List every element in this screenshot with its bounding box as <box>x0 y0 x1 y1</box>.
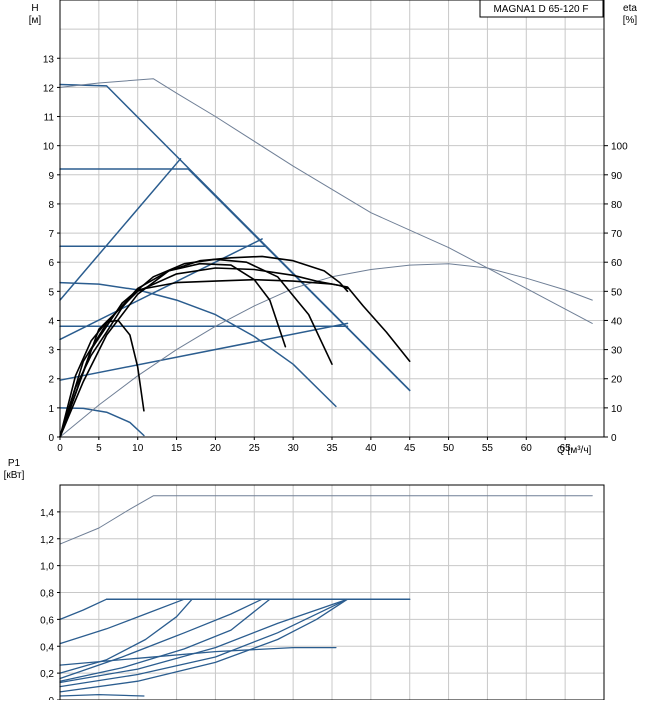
y-tick-label-head: 10 <box>43 142 55 153</box>
power-curve-series-9 <box>59 598 349 688</box>
y-tick-label-eta: 30 <box>611 346 623 357</box>
top-plot-frame <box>59 0 605 438</box>
head-curve-series-9 <box>59 407 145 437</box>
top-chart-grid <box>60 0 604 437</box>
x-tick-label: 15 <box>171 443 183 454</box>
y-tick-label-power: 0 <box>48 696 54 700</box>
head-curve-series-5 <box>59 158 182 301</box>
power-curve-series-8 <box>59 598 349 684</box>
y-tick-label-head: 4 <box>48 316 54 327</box>
model-title: MAGNA1 D 65-120 F <box>493 4 588 15</box>
head-curve-series-15 <box>59 262 287 438</box>
power-curve-series-1 <box>59 495 593 545</box>
y-tick-label-head: 3 <box>48 346 54 357</box>
y-axis-label-power: P1 <box>8 458 21 469</box>
y-tick-label-eta: 40 <box>611 316 623 327</box>
head-curve-series-3 <box>59 245 411 392</box>
head-curve-series-12 <box>59 278 411 438</box>
y-tick-label-head: 6 <box>48 258 54 269</box>
y-tick-label-eta: 60 <box>611 258 623 269</box>
x-tick-label: 5 <box>96 443 102 454</box>
x-tick-label: 35 <box>326 443 338 454</box>
y-tick-label-power: 0,4 <box>40 642 54 653</box>
top-chart-series <box>59 78 593 438</box>
x-tick-label: 65 <box>560 443 572 454</box>
y-tick-label-head: 2 <box>48 375 54 386</box>
power-curve-series-7 <box>59 598 271 682</box>
x-axis-label-flow: Q [м³/ч] <box>557 445 592 456</box>
power-curve-series-10 <box>59 598 349 693</box>
y-tick-label-eta: 50 <box>611 287 623 298</box>
head-curve-series-8 <box>59 281 337 408</box>
y-tick-label-eta: 10 <box>611 404 623 415</box>
x-tick-label: 20 <box>210 443 222 454</box>
y-tick-label-power: 0,8 <box>40 589 54 600</box>
y-axis-unit-power: [кВт] <box>4 470 25 481</box>
x-tick-label: 50 <box>443 443 455 454</box>
y-tick-label-eta: 80 <box>611 200 623 211</box>
y-tick-label-eta: 90 <box>611 171 623 182</box>
power-curve-series-11 <box>59 646 337 666</box>
head-curve-series-17 <box>59 319 145 438</box>
x-tick-label: 45 <box>404 443 416 454</box>
y-tick-label-eta: 70 <box>611 229 623 240</box>
y-tick-label-head: 13 <box>43 54 55 65</box>
power-curve-series-12 <box>59 693 145 697</box>
y-tick-label-eta: 20 <box>611 375 623 386</box>
model-title-box <box>479 0 604 18</box>
x-tick-label: 55 <box>482 443 494 454</box>
x-tick-label: 10 <box>132 443 144 454</box>
x-tick-label: 30 <box>288 443 300 454</box>
y-axis-label-head: H <box>31 3 38 14</box>
y-tick-label-power: 1,4 <box>40 508 54 519</box>
bottom-chart-series <box>59 495 593 697</box>
y-tick-label-eta: 0 <box>611 433 617 444</box>
x-tick-label: 60 <box>521 443 533 454</box>
y-tick-label-power: 1,2 <box>40 535 54 546</box>
y-tick-label-power: 0,6 <box>40 615 54 626</box>
y-tick-label-head: 0 <box>48 433 54 444</box>
y-tick-label-head: 12 <box>43 83 55 94</box>
y-tick-label-head: 11 <box>44 113 55 124</box>
y-tick-label-head: 7 <box>48 229 54 240</box>
y-axis-label-eta: eta <box>623 3 637 14</box>
y-tick-label-head: 9 <box>48 171 54 182</box>
y-tick-label-head: 8 <box>48 200 54 211</box>
head-curve-series-6 <box>59 238 263 341</box>
power-curve-series-6 <box>59 598 263 680</box>
x-tick-label: 0 <box>57 443 63 454</box>
power-curve-series-4 <box>59 598 185 645</box>
y-tick-label-power: 1,0 <box>40 562 54 573</box>
y-tick-label-power: 0,2 <box>40 669 54 680</box>
y-axis-unit-eta: [%] <box>623 15 638 26</box>
y-axis-unit-head: [м] <box>29 15 42 26</box>
x-tick-label: 40 <box>365 443 377 454</box>
x-tick-label: 25 <box>249 443 261 454</box>
power-curve-series-3 <box>59 598 108 621</box>
head-curve-series-7 <box>59 322 349 381</box>
y-tick-label-eta: 100 <box>611 142 628 153</box>
head-curve-series-16 <box>59 255 349 438</box>
y-tick-label-head: 5 <box>48 287 54 298</box>
y-tick-label-head: 1 <box>48 404 54 415</box>
axis-ticks: 0 5 10 15 20 25 30 35 40 45 50 55 60 6501234567891011… <box>40 54 628 705</box>
power-curve-series-5 <box>59 598 193 674</box>
